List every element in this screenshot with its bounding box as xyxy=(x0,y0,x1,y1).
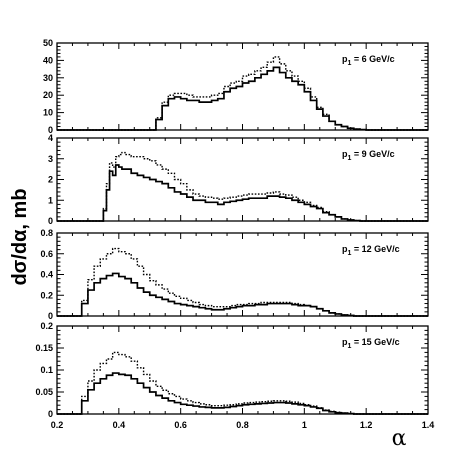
x-tick-label: 1.4 xyxy=(422,420,435,430)
y-tick-label: 0 xyxy=(48,311,53,321)
solid-histogram xyxy=(57,272,428,317)
y-tick-label: 0.05 xyxy=(35,387,53,397)
y-tick-label: 40 xyxy=(43,55,53,65)
x-tick-label: 0.2 xyxy=(51,420,64,430)
dotted-histogram xyxy=(57,351,428,415)
y-tick-label: 0.15 xyxy=(35,343,53,353)
y-tick-label: 0.2 xyxy=(40,321,53,331)
solid-histogram xyxy=(57,66,428,131)
y-tick-label: 4 xyxy=(48,133,53,143)
solid-histogram xyxy=(57,372,428,415)
x-tick-label: 1.2 xyxy=(360,420,373,430)
panel-label: p1 = 6 GeV/c xyxy=(342,54,395,67)
x-tick-label: 0.6 xyxy=(174,420,187,430)
panel-4: 0 0.05 0.1 0.15 0.2 p1 = 15 GeV/c xyxy=(35,321,429,419)
dotted-histogram xyxy=(57,56,428,131)
dotted-histogram xyxy=(57,247,428,317)
x-tick-label: 0.4 xyxy=(113,420,126,430)
x-axis-tick-labels: 0.2 0.4 0.6 0.8 1 1.2 1.4 xyxy=(51,420,435,430)
panels: 0 10 20 30 40 50 p1 = 6 GeV/c 0 1 2 3 4 p1 = 9 GeV/c… xyxy=(35,38,429,419)
y-tick-label: 30 xyxy=(43,73,53,83)
y-tick-label: 0 xyxy=(48,409,53,419)
panel-label: p1 = 15 GeV/c xyxy=(342,337,400,350)
y-axis-label: dσ/dα, mb xyxy=(9,188,31,285)
y-tick-label: 3 xyxy=(48,154,53,164)
y-tick-label: 50 xyxy=(43,38,53,48)
panel-1: 0 10 20 30 40 50 p1 = 6 GeV/c xyxy=(43,38,429,135)
x-axis-label: α xyxy=(392,426,407,451)
panel-label: p1 = 12 GeV/c xyxy=(342,244,400,257)
panel-3: 0 0.2 0.4 0.6 0.8 p1 = 12 GeV/c xyxy=(40,228,429,321)
y-tick-label: 0.4 xyxy=(40,270,53,280)
y-tick-label: 20 xyxy=(43,90,53,100)
y-tick-label: 0.1 xyxy=(40,365,53,375)
y-tick-label: 0 xyxy=(48,125,53,135)
y-tick-label: 1 xyxy=(48,195,53,205)
x-tick-label: 1 xyxy=(302,420,307,430)
dotted-histogram xyxy=(57,151,428,222)
y-tick-label: 2 xyxy=(48,175,53,185)
y-tick-label: 0 xyxy=(48,216,53,226)
y-tick-label: 0.8 xyxy=(40,228,53,238)
y-tick-label: 0.2 xyxy=(40,290,53,300)
y-tick-label: 0.6 xyxy=(40,249,53,259)
x-tick-label: 0.8 xyxy=(236,420,249,430)
panel-label: p1 = 9 GeV/c xyxy=(342,149,395,162)
y-tick-label: 10 xyxy=(43,108,53,118)
panel-2: 0 1 2 3 4 p1 = 9 GeV/c xyxy=(48,133,429,226)
solid-histogram xyxy=(57,164,428,222)
